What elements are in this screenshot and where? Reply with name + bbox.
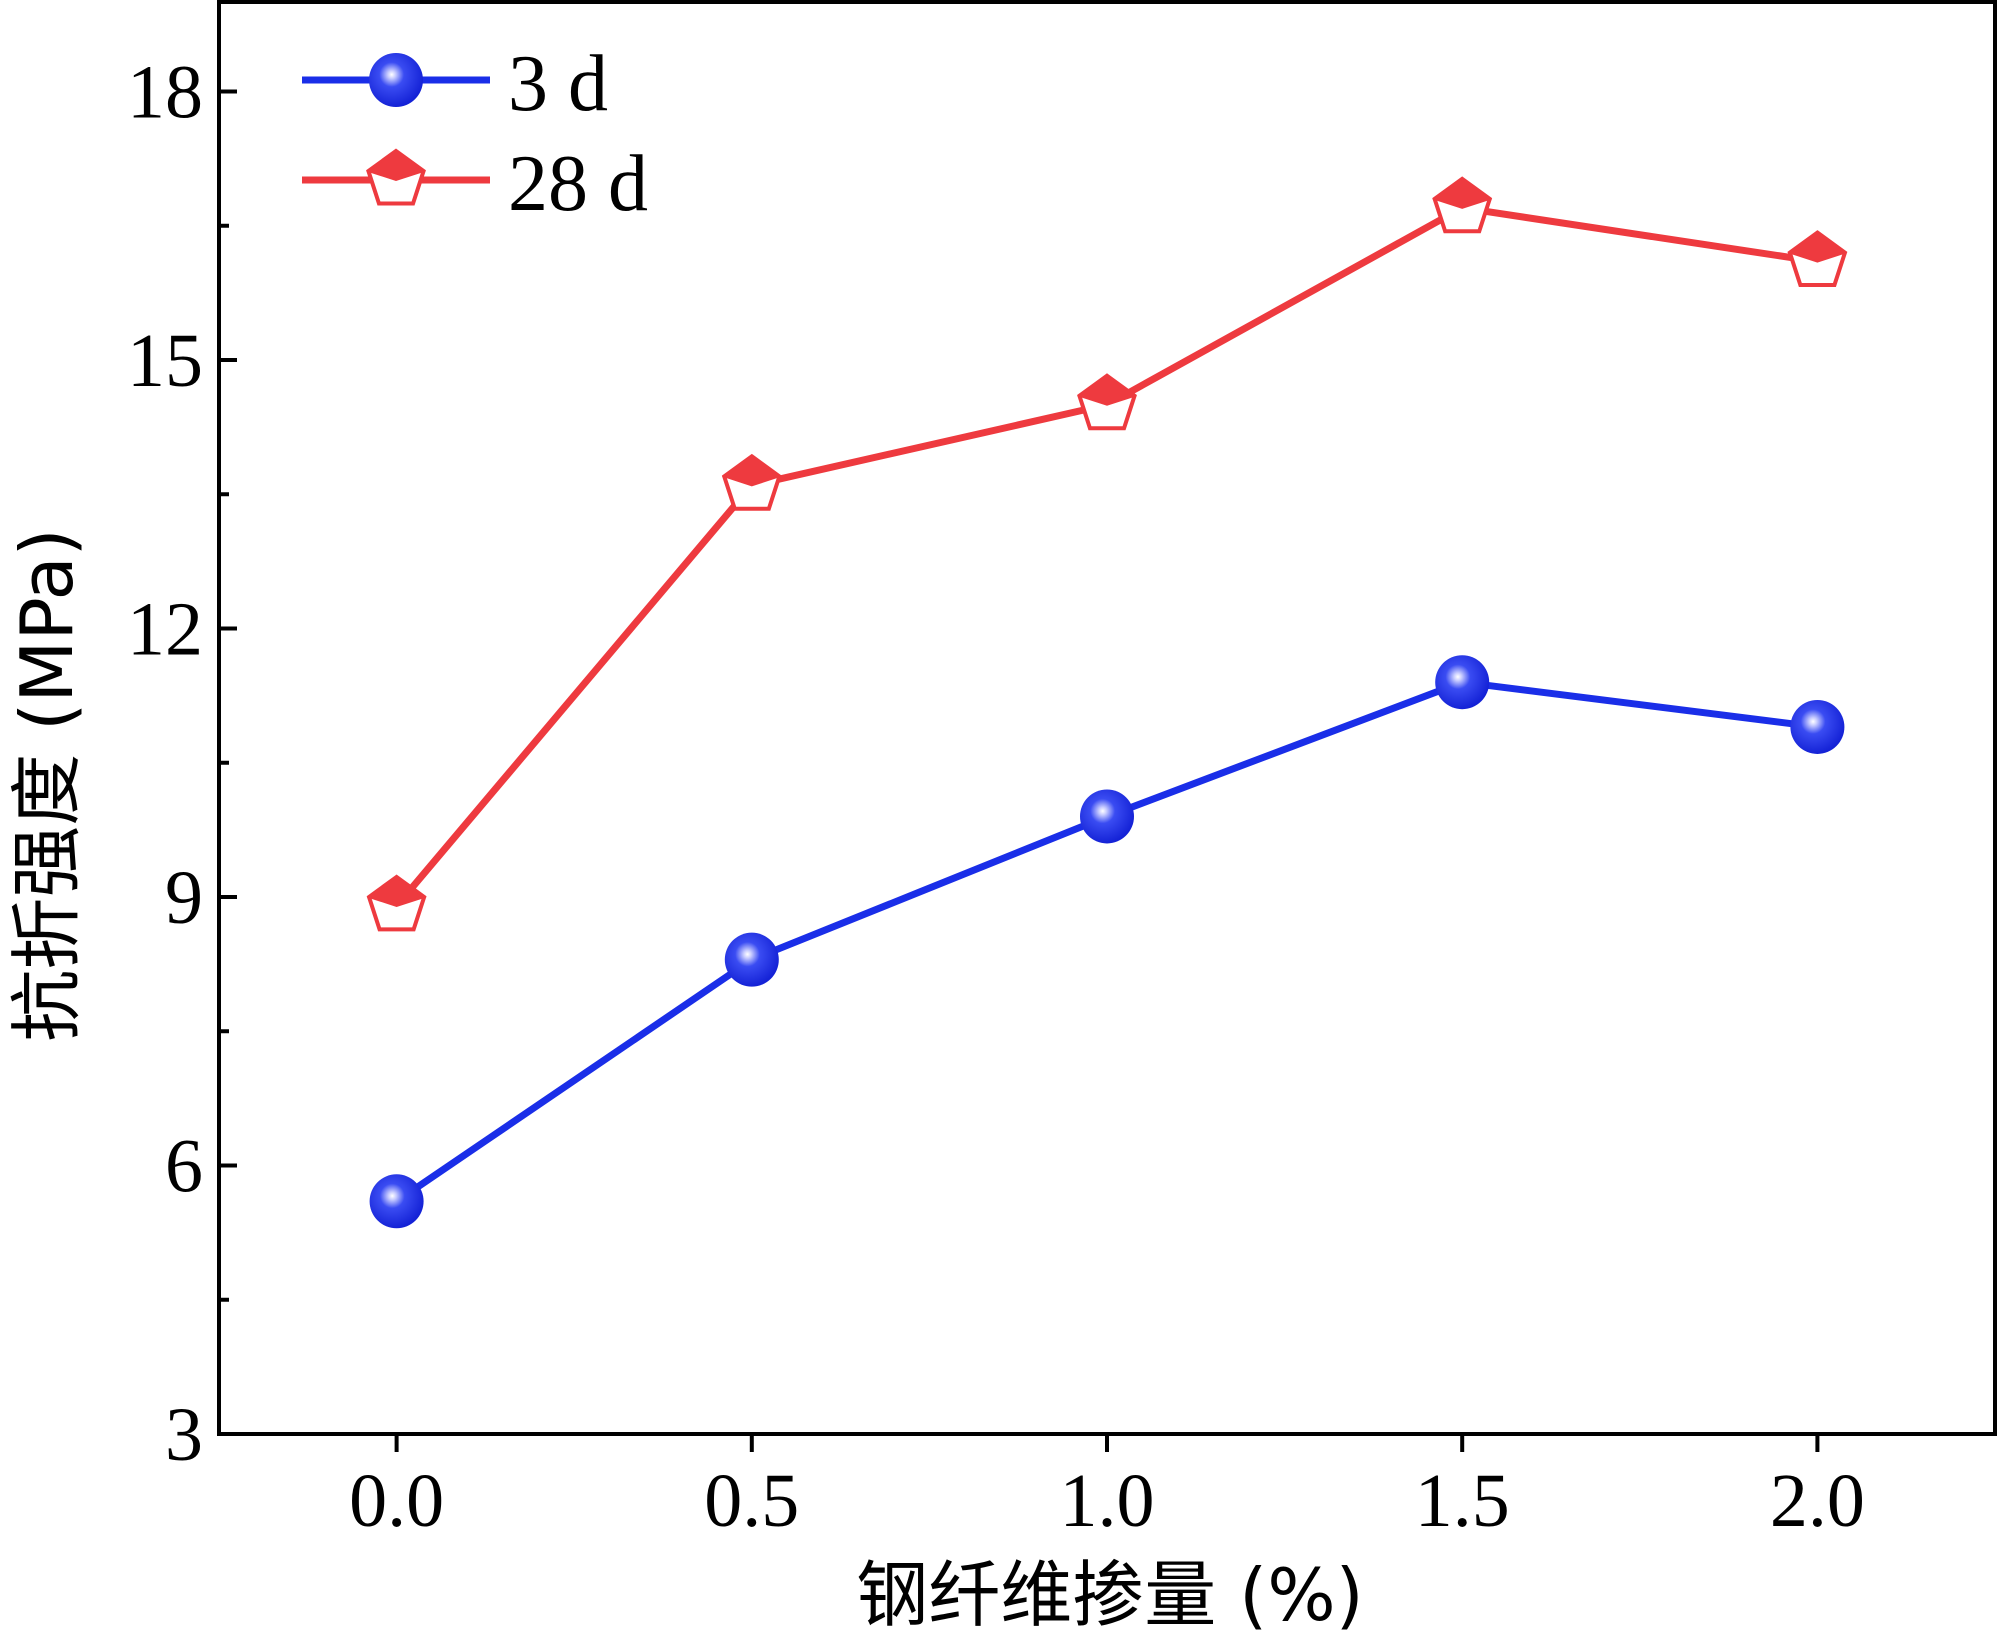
data-point-28d-fill [722, 455, 782, 487]
y-tick-label: 3 [165, 1393, 203, 1477]
data-point-3d [1080, 789, 1134, 844]
data-point-28d [1787, 230, 1848, 288]
data-point-28d-fill [1077, 374, 1137, 406]
x-axis-title: 钢纤维掺量 (%) [856, 1553, 1363, 1637]
series-line-3d [394, 678, 1818, 1205]
y-tick-label: 9 [165, 856, 203, 940]
data-point-28d [366, 874, 427, 932]
data-point-28d [1432, 176, 1493, 234]
legend-label-3d: 3 d [508, 40, 608, 128]
x-tick-label: 0.0 [349, 1459, 444, 1543]
legend-label-28d: 28 d [508, 140, 648, 228]
data-point-28d-fill [1787, 231, 1848, 263]
data-point-3d [369, 1174, 424, 1229]
data-point-28d [721, 453, 782, 511]
y-axis-title: 抗折强度 (MPa) [5, 528, 89, 1042]
data-point-3d [1790, 699, 1845, 754]
y-tick-label: 12 [127, 588, 203, 672]
x-tick-label: 1.0 [1060, 1459, 1155, 1543]
legend-marker-3d [369, 53, 423, 107]
y-tick-label: 6 [165, 1125, 203, 1209]
data-point-28d [1077, 373, 1137, 431]
data-point-3d [724, 932, 779, 987]
legend-marker-28d-fill [366, 149, 426, 182]
y-tick-label: 15 [127, 319, 203, 403]
data-point-3d [1435, 655, 1490, 710]
x-tick-label: 0.5 [704, 1459, 799, 1543]
data-point-28d-fill [366, 875, 427, 908]
legend-marker-28d [366, 148, 426, 206]
data-point-28d-fill [1432, 177, 1492, 209]
y-tick-label: 18 [127, 51, 203, 135]
x-tick-label: 1.5 [1415, 1459, 1510, 1543]
x-tick-label: 2.0 [1770, 1459, 1865, 1543]
